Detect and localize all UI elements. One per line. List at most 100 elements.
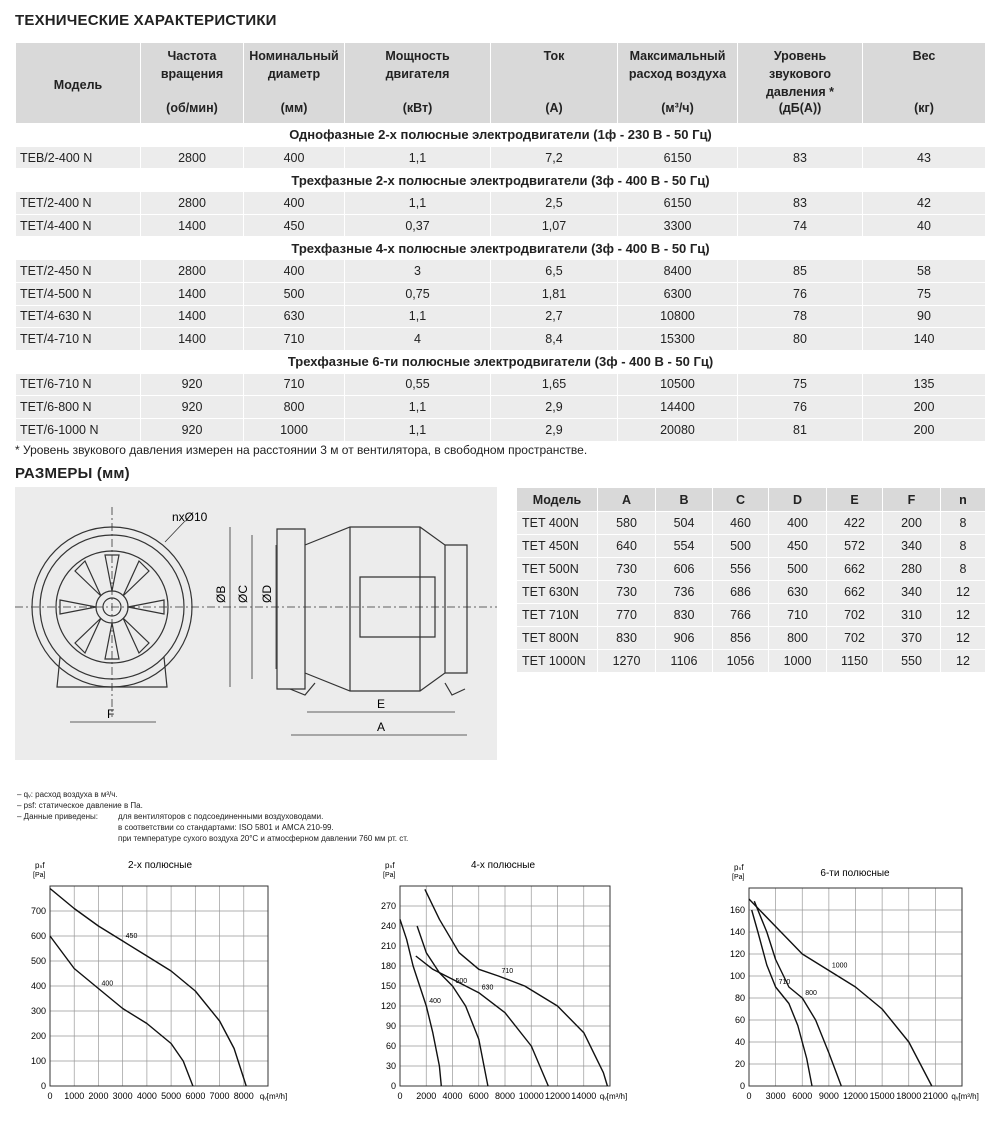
y-tick-label: 0 — [41, 1081, 46, 1091]
x-tick-label: 6000 — [469, 1091, 489, 1101]
cell: 200 — [862, 417, 986, 442]
cell: 340 — [882, 534, 941, 558]
x-tick-label: 18000 — [896, 1091, 921, 1101]
cell: 630 — [243, 304, 345, 329]
x-tick-label: 8000 — [495, 1091, 515, 1101]
header-lines: Максимальный расход воздуха — [618, 43, 737, 83]
curve — [753, 900, 842, 1087]
header-unit: (мм) — [280, 101, 308, 115]
cell: 400 — [768, 511, 827, 535]
note-line: в соответствии со стандартами: ISO 5801 … — [118, 823, 334, 832]
cell: 7,2 — [490, 145, 618, 170]
group-title: Трехфазные 4-х полюсные электродвигатели… — [15, 236, 986, 261]
cell: 6150 — [617, 191, 738, 215]
cell: 1150 — [826, 649, 883, 673]
cell: 75 — [862, 281, 986, 306]
group-row: Трехфазные 4-х полюсные электродвигатели… — [15, 236, 986, 261]
cell: 20080 — [617, 417, 738, 442]
y-tick-label: 100 — [730, 971, 745, 981]
y-tick-label: 20 — [735, 1059, 745, 1069]
curve-label: 800 — [805, 990, 817, 997]
x-tick-label: 8000 — [234, 1091, 254, 1101]
cell: TET 630N — [516, 580, 598, 604]
cell: TET/4-400 N — [15, 213, 141, 238]
curve-label: 400 — [101, 981, 113, 988]
header-line: диаметр — [267, 67, 321, 81]
cell: 200 — [862, 395, 986, 419]
cell: 422 — [826, 511, 883, 535]
header-lines: Ток — [491, 43, 617, 65]
cell: 572 — [826, 534, 883, 558]
column-header: A — [597, 487, 656, 512]
cell: 730 — [597, 557, 656, 581]
cell: TET/6-710 N — [15, 372, 141, 397]
y-tick-label: 120 — [381, 1001, 396, 1011]
y-tick-label: 60 — [386, 1041, 396, 1051]
header-line: Уровень — [773, 49, 827, 63]
cell: 8,4 — [490, 327, 618, 351]
x-tick-label: 4000 — [442, 1091, 462, 1101]
curve — [751, 909, 813, 1087]
cell: 400 — [243, 191, 345, 215]
curve-label: 1000 — [832, 963, 848, 970]
cell: 640 — [597, 534, 656, 558]
cell: 12 — [940, 626, 986, 650]
y-tick-label: 300 — [31, 1006, 46, 1016]
group-title: Однофазные 2-х полюсные электродвигатели… — [15, 123, 986, 147]
cell: 736 — [655, 580, 713, 604]
chart-title: 6-ти полюсные — [820, 868, 890, 879]
cell: 90 — [862, 304, 986, 329]
header-unit: (об/мин) — [166, 101, 218, 115]
curve-label: 500 — [456, 978, 468, 985]
cell: TET 800N — [516, 626, 598, 650]
cell: 76 — [737, 281, 863, 306]
notes-details: для вентиляторов с подсоединенными возду… — [118, 811, 408, 844]
cell: 710 — [243, 327, 345, 351]
x-tick-label: 5000 — [161, 1091, 181, 1101]
curve — [399, 919, 442, 1087]
cell: 662 — [826, 557, 883, 581]
note-line: для вентиляторов с подсоединенными возду… — [118, 812, 324, 821]
column-header: E — [826, 487, 883, 512]
cell: 450 — [243, 213, 345, 238]
cell: 630 — [768, 580, 827, 604]
cell: 12 — [940, 603, 986, 627]
header-lines: Частота вращения — [141, 43, 243, 83]
chart-title: 4-х полюсные — [471, 860, 535, 871]
curve — [49, 935, 194, 1087]
cell: 14400 — [617, 395, 738, 419]
curve — [415, 955, 549, 1087]
cell: 730 — [597, 580, 656, 604]
cell: 10500 — [617, 372, 738, 397]
cell: 74 — [737, 213, 863, 238]
cell: 1056 — [712, 649, 769, 673]
cell: 75 — [737, 372, 863, 397]
plot-frame — [399, 885, 611, 1087]
cell: 702 — [826, 626, 883, 650]
y-tick-label: 210 — [381, 941, 396, 951]
curve-label: 400 — [429, 998, 441, 1005]
x-tick-label: 1000 — [64, 1091, 84, 1101]
y-axis-label: pₛf — [734, 863, 744, 872]
cell: 135 — [862, 372, 986, 397]
cell: 8400 — [617, 259, 738, 283]
x-axis-label: qᵥ[m³/h] — [951, 1092, 978, 1101]
data-row: TET/6-710 N 920 710 0,55 1,65 10500 75 135 — [15, 372, 986, 397]
section-title: РАЗМЕРЫ (мм) — [15, 465, 130, 482]
y-axis-unit: [Pa] — [33, 872, 46, 879]
header-line: звукового — [768, 67, 832, 81]
drawing-label: nxØ10 — [172, 510, 208, 524]
y-tick-label: 160 — [730, 905, 745, 915]
data-row: TET 450N 640 554 500 450 572 340 8 — [516, 534, 986, 558]
note-line: – qᵥ: расход воздуха в м³/ч. — [17, 790, 118, 799]
cell: TET 1000N — [516, 649, 598, 673]
cell: 15300 — [617, 327, 738, 351]
cell: 12 — [940, 580, 986, 604]
cell: 550 — [882, 649, 941, 673]
cell: 770 — [597, 603, 656, 627]
cell: 2,7 — [490, 304, 618, 329]
cell: 1000 — [243, 417, 345, 442]
notes: – qᵥ: расход воздуха в м³/ч. – psf: стат… — [17, 789, 143, 822]
header-unit: (А) — [545, 101, 563, 115]
